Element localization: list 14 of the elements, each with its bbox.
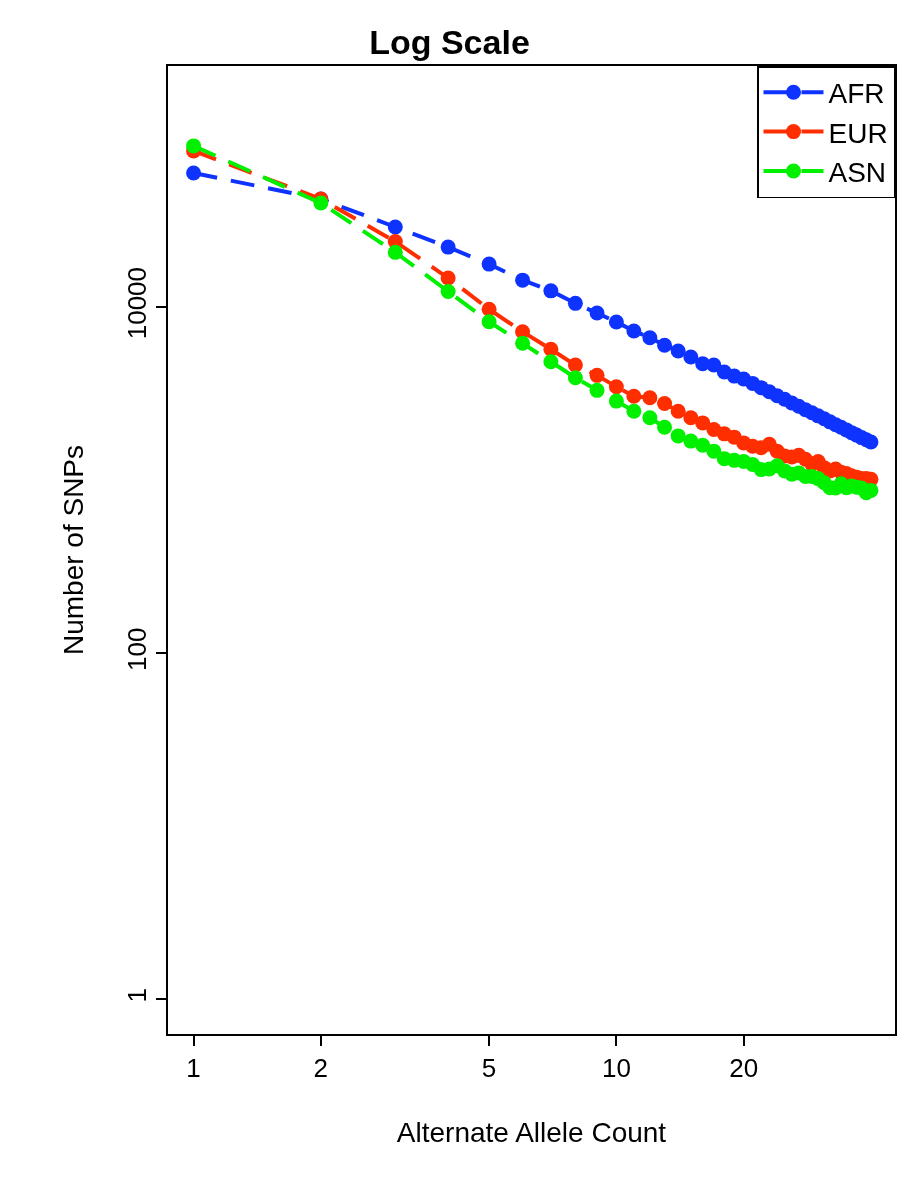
x-tick-label: 1 [186, 1052, 201, 1083]
chart-title: Log Scale [369, 22, 530, 61]
x-tick-label: 2 [313, 1052, 329, 1083]
legend-label: ASN [828, 156, 887, 188]
x-tick-label: 10 [601, 1052, 631, 1083]
x-tick-label: 20 [729, 1052, 759, 1083]
y-tick-label: 100 [121, 627, 152, 671]
legend-label: EUR [828, 117, 888, 149]
y-tick-label: 1 [121, 988, 152, 1003]
legend-label: AFR [828, 78, 885, 110]
y-axis-title: Number of SNPs [58, 444, 90, 656]
x-axis-title: Alternate Allele Count [396, 1116, 667, 1148]
y-tick-label: 10000 [121, 266, 152, 340]
x-tick-label: 5 [481, 1052, 497, 1083]
